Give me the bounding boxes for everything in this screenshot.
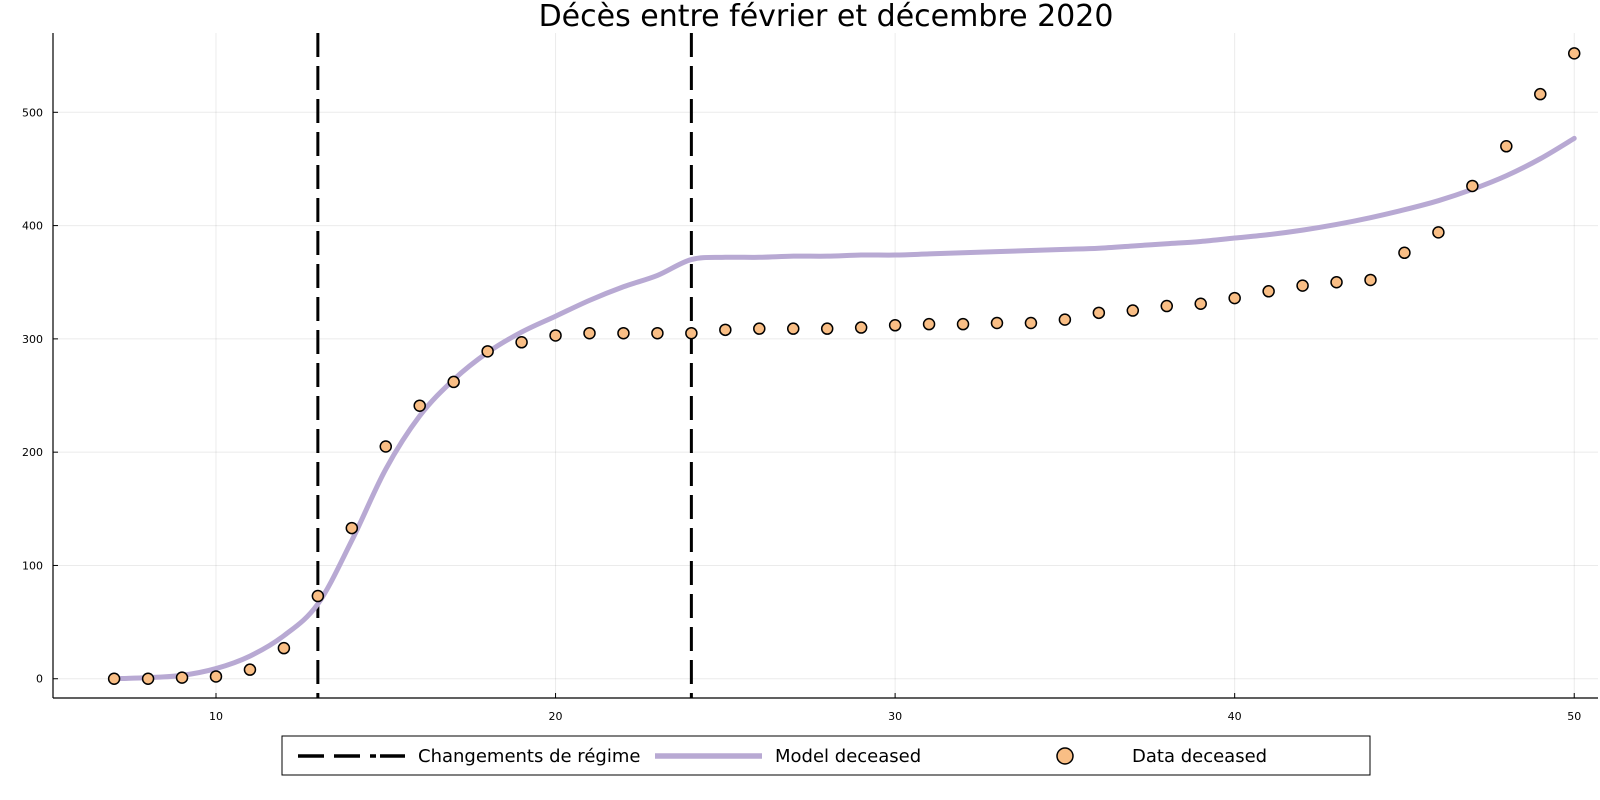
y-tick-label: 500 (22, 106, 43, 119)
legend-label-model: Model deceased (775, 746, 921, 767)
data-point (956, 317, 970, 331)
data-point (1534, 87, 1547, 101)
data-point (549, 329, 562, 342)
data-point (617, 326, 630, 340)
data-point (1500, 140, 1513, 153)
regime-change-lines (316, 33, 693, 698)
data-point (481, 345, 494, 358)
data-point (753, 322, 766, 335)
grid (53, 33, 1598, 698)
data-point (1194, 297, 1207, 311)
data-point (888, 319, 902, 332)
data-point (1330, 275, 1343, 289)
x-tick-label: 10 (209, 710, 223, 723)
data-point (1024, 316, 1038, 330)
axes (52, 33, 1598, 699)
data-point (1398, 246, 1411, 260)
x-tick-label: 20 (549, 710, 563, 723)
data-point (175, 671, 189, 684)
data-point (311, 589, 325, 603)
legend-data-marker-swatch (1056, 747, 1074, 765)
y-tick-label: 200 (22, 446, 43, 459)
y-tick-label: 300 (22, 333, 43, 346)
x-tick-label: 30 (888, 710, 902, 723)
data-point (820, 322, 834, 335)
data-point (1228, 291, 1241, 305)
data-point (1262, 285, 1275, 298)
legend-box (281, 735, 1371, 776)
data-point (1364, 273, 1377, 287)
model-deceased-line (111, 135, 1577, 682)
data-point (922, 317, 936, 331)
data-point (1160, 299, 1174, 313)
data-point (1466, 179, 1479, 193)
data-point (651, 326, 664, 340)
data-point (719, 323, 732, 337)
data-point (1058, 313, 1072, 326)
data-point (413, 399, 426, 412)
data-point (854, 321, 868, 334)
data-point (243, 663, 257, 676)
model-line-group (111, 135, 1577, 682)
data-point (209, 670, 223, 683)
data-point (515, 336, 528, 349)
legend: Changements de régime Model deceased Dat… (281, 735, 1371, 776)
legend-label-regime: Changements de régime (418, 746, 640, 767)
data-point (345, 521, 359, 535)
data-point (1092, 306, 1106, 320)
y-tick-label: 0 (36, 673, 43, 686)
y-tick-label: 400 (22, 220, 43, 233)
data-point (990, 316, 1004, 330)
data-points-group (107, 47, 1581, 685)
data-point (583, 326, 596, 340)
data-point (1432, 226, 1445, 239)
data-point (1126, 304, 1140, 317)
data-point (1296, 279, 1309, 292)
data-point (107, 672, 121, 685)
data-point (786, 322, 800, 335)
y-tick-label: 100 (22, 559, 43, 572)
data-point (685, 326, 698, 340)
data-point (379, 440, 393, 453)
data-point (447, 375, 460, 389)
legend-label-data: Data deceased (1132, 746, 1267, 767)
x-tick-label: 40 (1228, 710, 1242, 723)
x-tick-label: 50 (1567, 710, 1581, 723)
data-point (1567, 47, 1581, 60)
data-point (141, 672, 155, 685)
chart-title: Décès entre février et décembre 2020 (539, 0, 1114, 34)
data-point (277, 641, 291, 655)
